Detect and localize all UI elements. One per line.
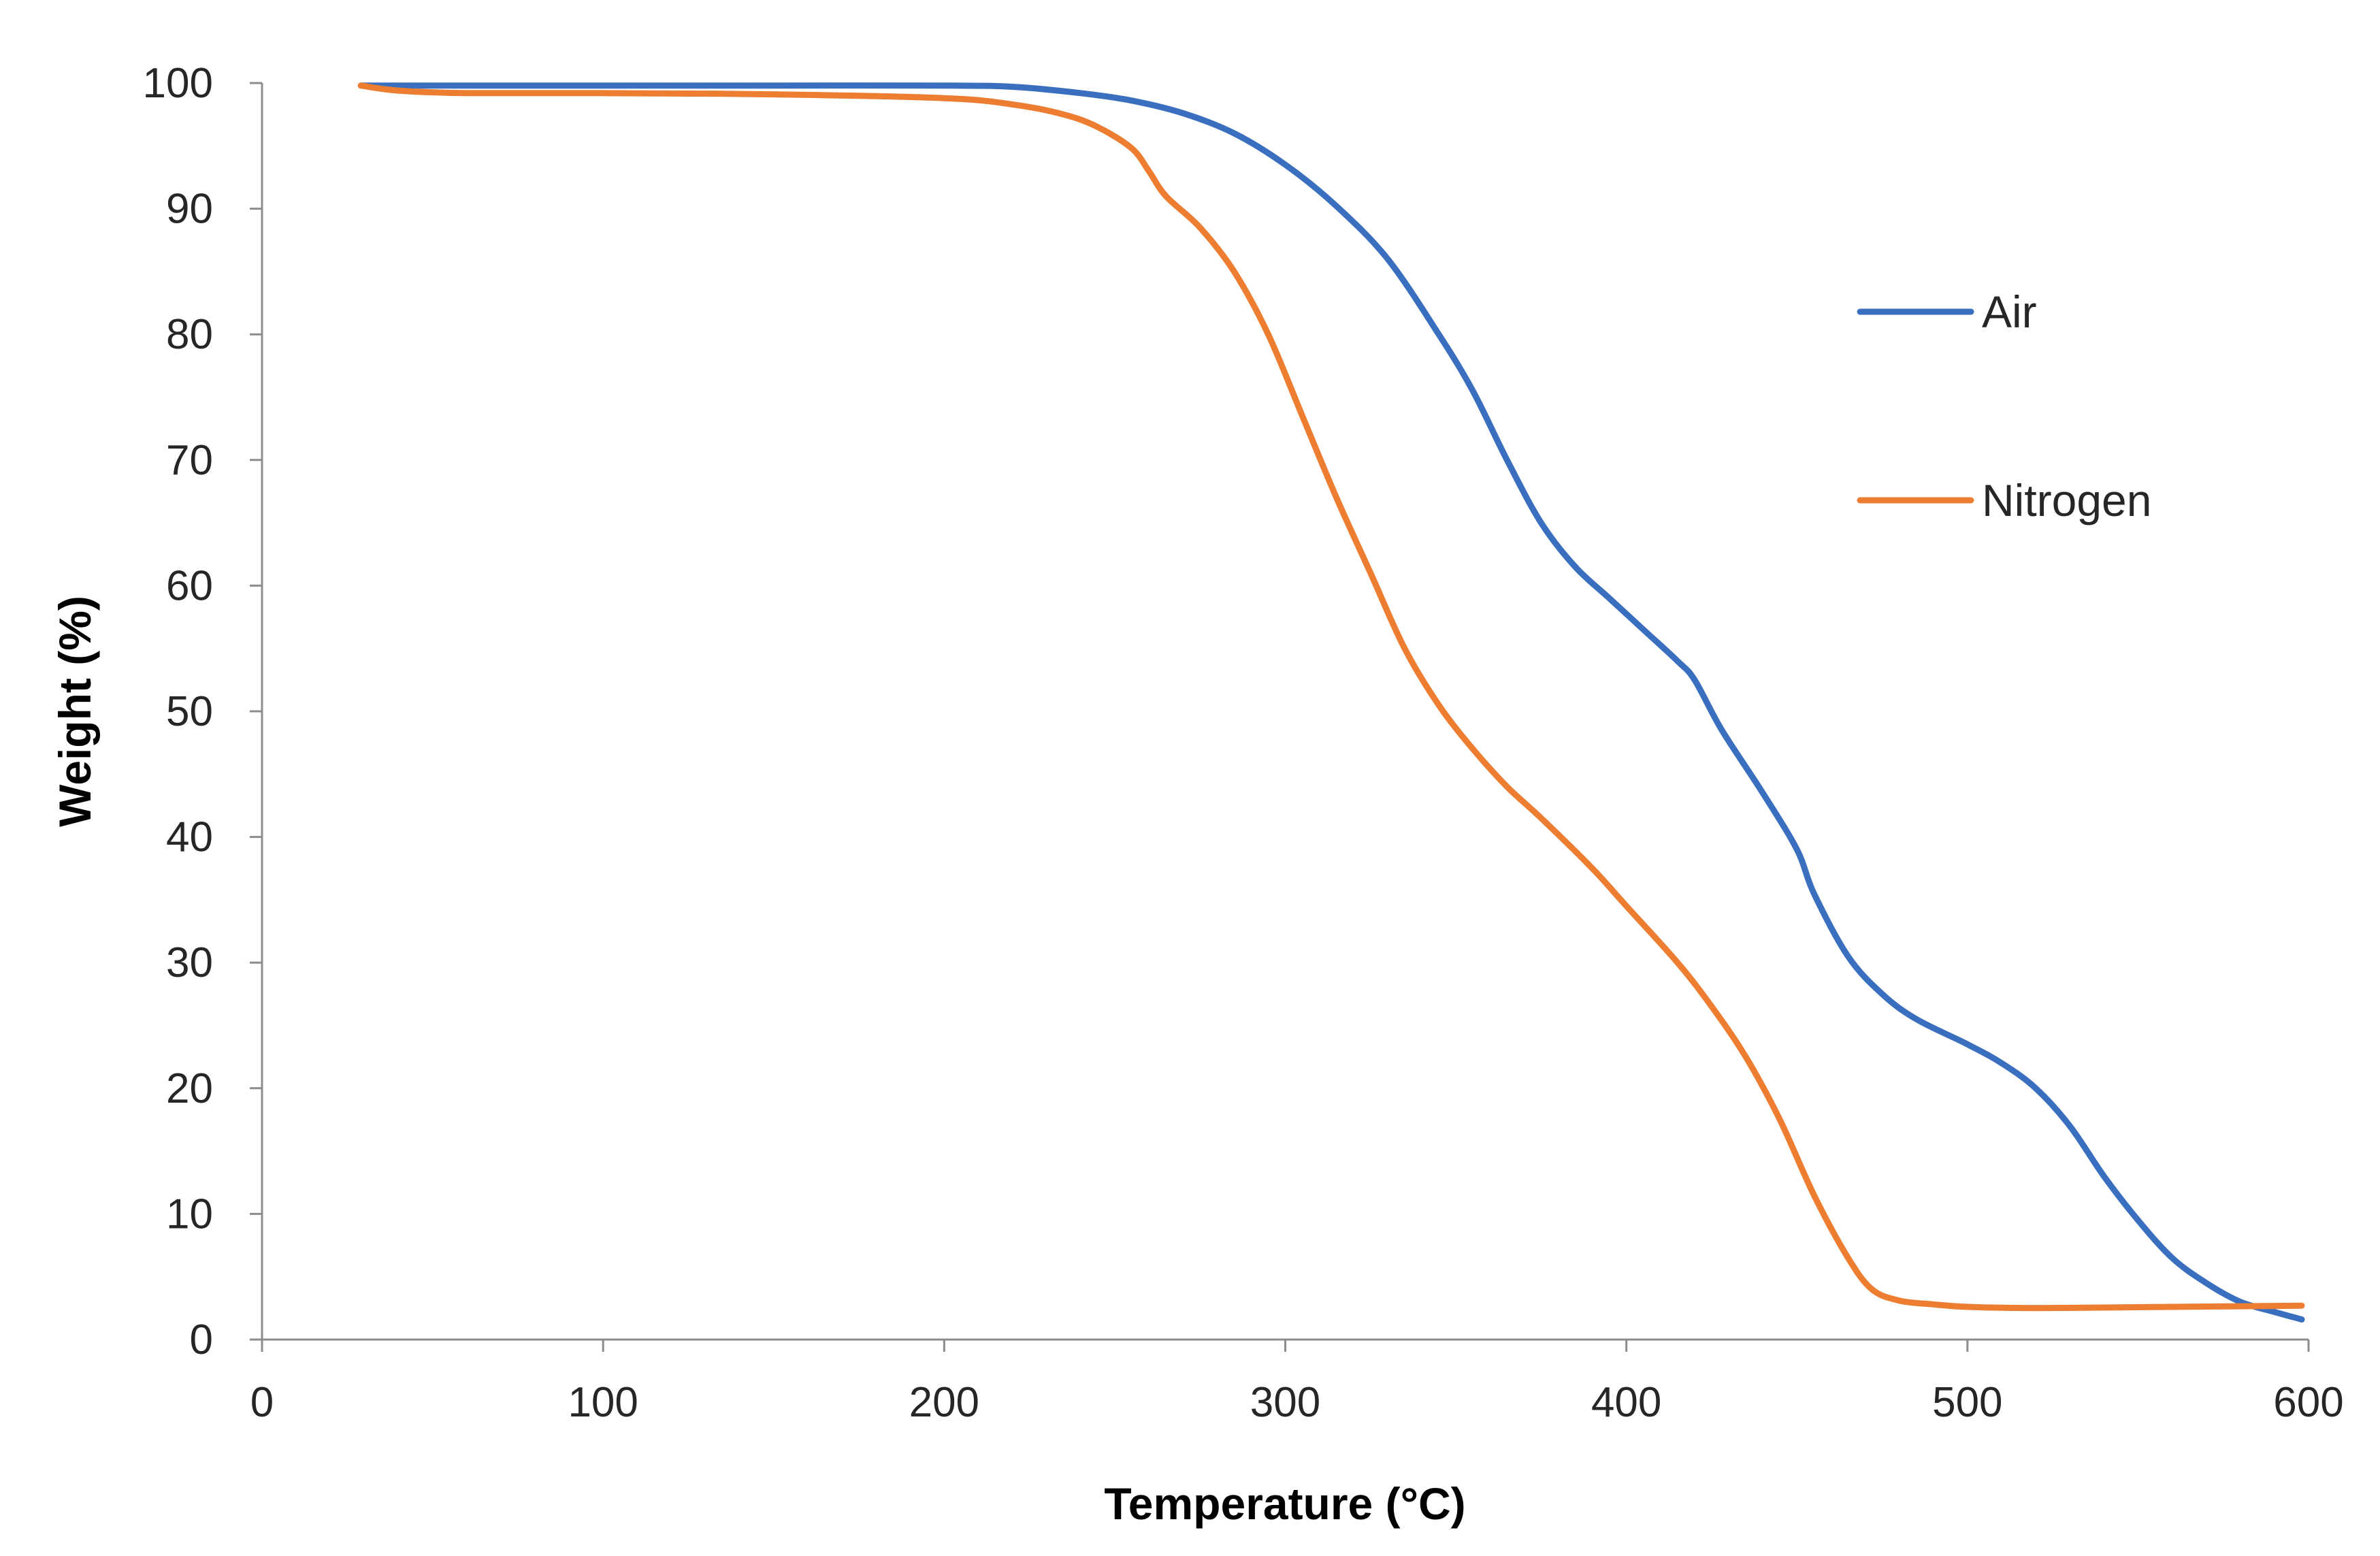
series-line-air [357, 82, 2305, 1323]
series [357, 82, 2305, 1323]
y-tick-label: 30 [166, 939, 213, 986]
y-tick-label: 80 [166, 311, 213, 358]
legend-label-nitrogen: Nitrogen [1982, 475, 2151, 525]
x-axis-title: Temperature (°C) [1104, 1478, 1465, 1529]
y-tick-label: 0 [190, 1316, 213, 1363]
x-tick-label: 200 [909, 1379, 979, 1426]
y-tick-label: 10 [166, 1190, 213, 1237]
legend-label-air: Air [1982, 287, 2037, 337]
x-tick-label: 300 [1250, 1379, 1320, 1426]
x-ticks: 0 100 200 300 400 500 600 [250, 1340, 2344, 1426]
y-tick-label: 70 [166, 437, 213, 484]
y-ticks: 0 10 20 30 40 50 60 70 80 90 100 [143, 60, 262, 1363]
y-axis-title: Weight (%) [50, 596, 100, 827]
y-tick-label: 60 [166, 562, 213, 609]
x-tick-label: 500 [1932, 1379, 2002, 1426]
series-line-nitrogen [357, 82, 2305, 1312]
y-tick-label: 50 [166, 688, 213, 735]
x-tick-label: 400 [1591, 1379, 1661, 1426]
x-tick-label: 0 [250, 1379, 274, 1426]
legend: Air Nitrogen [1857, 287, 2151, 525]
y-tick-label: 20 [166, 1065, 213, 1112]
x-tick-label: 100 [568, 1379, 638, 1426]
y-tick-label: 40 [166, 814, 213, 861]
y-tick-label: 100 [143, 60, 213, 107]
x-tick-label: 600 [2273, 1379, 2343, 1426]
y-tick-label: 90 [166, 186, 213, 233]
